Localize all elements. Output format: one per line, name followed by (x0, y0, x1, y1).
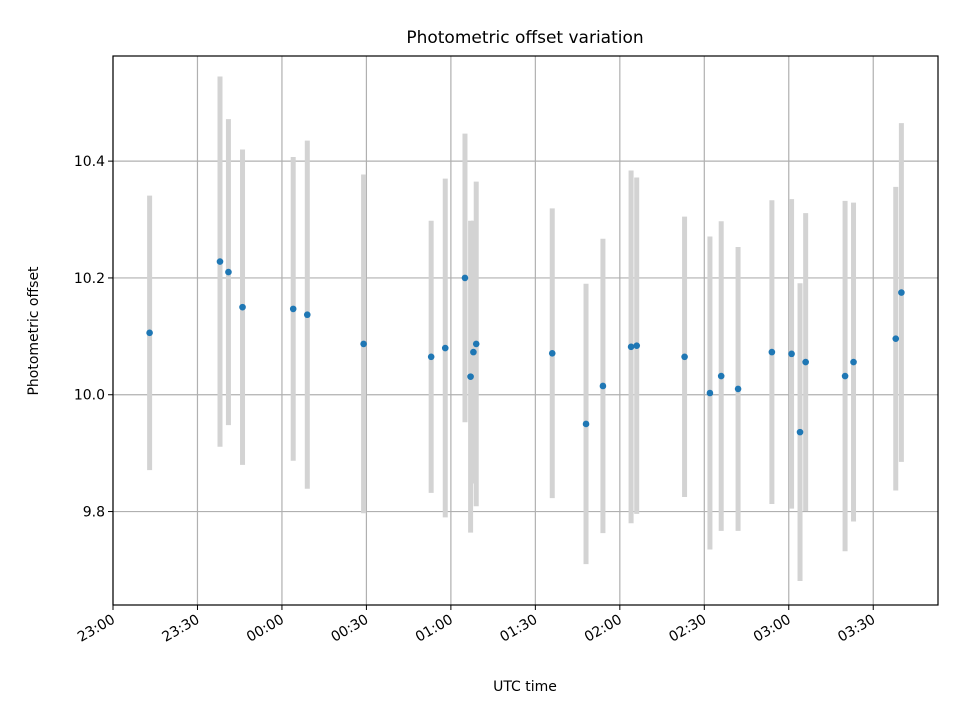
x-tick-label: 01:30 (497, 612, 540, 646)
x-tick-label: 01:00 (413, 612, 456, 646)
data-point (146, 329, 153, 337)
x-tick-label: 00:30 (328, 612, 371, 646)
data-point (289, 305, 297, 313)
data-point (681, 353, 688, 361)
y-tick-label: 9.8 (83, 505, 105, 521)
y-axis-ticks: 9.8 10.0 10.2 10.4 (74, 154, 113, 521)
data-point (548, 349, 556, 357)
grid-lines (112, 56, 938, 605)
x-tick-label: 02:00 (582, 612, 625, 646)
data-point (427, 353, 435, 361)
data-point (582, 420, 590, 428)
data-point (788, 350, 795, 358)
data-point (441, 344, 449, 352)
x-tick-label: 02:30 (666, 612, 709, 646)
x-tick-label: 23:00 (75, 612, 118, 646)
data-point (216, 258, 224, 265)
data-point (627, 343, 635, 351)
data-point (850, 358, 857, 366)
data-point (360, 340, 367, 348)
data-point (734, 385, 742, 393)
data-point (768, 348, 776, 356)
x-axis-ticks: 23:00 23:30 00:00 00:30 01:00 01:30 02:00 02:30… (75, 605, 878, 646)
x-tick-label: 00:00 (244, 612, 287, 646)
data-point (599, 382, 607, 390)
data-point (461, 274, 469, 282)
data-point (706, 389, 714, 397)
data-point (470, 348, 477, 356)
data-point (633, 342, 641, 349)
data-point (892, 335, 900, 342)
data-points (146, 258, 905, 436)
y-tick-label: 10.4 (74, 154, 105, 170)
y-tick-label: 10.2 (74, 271, 105, 287)
data-point (467, 373, 474, 380)
data-point (472, 340, 480, 348)
y-axis-label: Photometric offset (26, 266, 42, 396)
data-point (898, 289, 905, 296)
x-tick-label: 23:30 (160, 612, 203, 646)
data-point (225, 268, 232, 276)
data-point (303, 311, 311, 319)
x-tick-label: 03:30 (835, 612, 878, 646)
data-point (841, 372, 849, 380)
data-point (796, 428, 804, 436)
y-tick-label: 10.0 (74, 388, 105, 404)
chart-title: Photometric offset variation (406, 28, 643, 48)
data-point (239, 303, 246, 311)
x-tick-label: 03:00 (751, 612, 794, 646)
x-axis-label: UTC time (493, 679, 557, 695)
data-point (802, 358, 809, 366)
plot-frame (112, 55, 939, 606)
data-point (717, 372, 725, 380)
